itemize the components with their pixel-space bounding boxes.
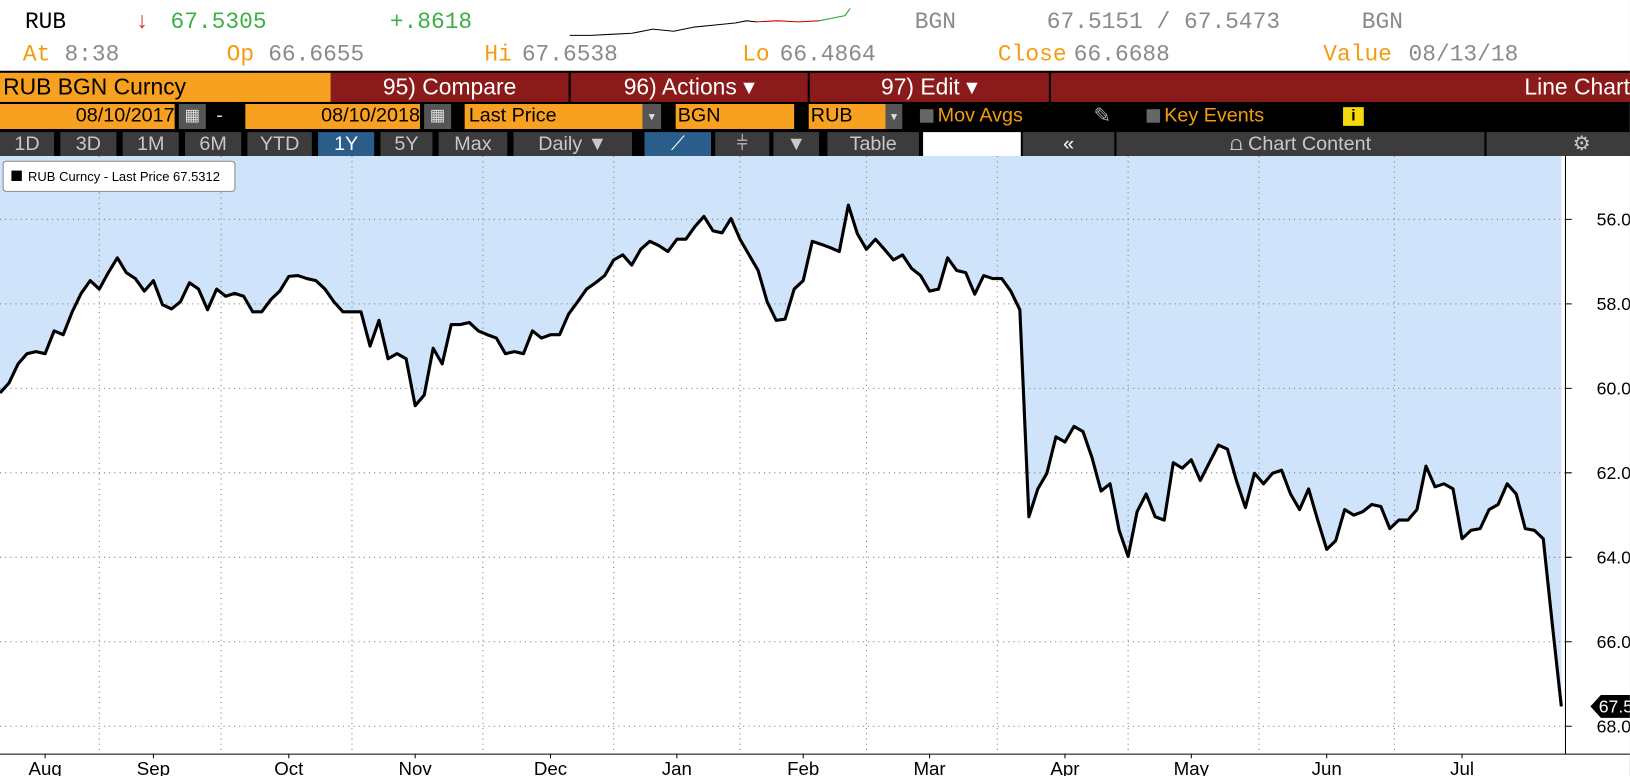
key-events[interactable]: Key Events (1164, 105, 1265, 127)
source: BGN (914, 9, 956, 36)
settings-button[interactable]: ⚙ (1486, 132, 1630, 157)
calendar-icon[interactable]: ▦ (424, 104, 452, 129)
legend-entry: RUB Curncy - Last Price 67.5312 (28, 169, 220, 184)
period-tab[interactable]: Max (438, 132, 508, 157)
start-date[interactable]: 08/10/2017 (0, 104, 175, 129)
chart-content: Chart Content (1248, 133, 1372, 155)
frequency-select[interactable]: Daily ▼ (513, 132, 633, 157)
date-separator: - (216, 105, 223, 127)
compare-menu[interactable]: 95) Compare (330, 72, 569, 102)
sparkline (569, 8, 851, 36)
x-tick-label: Jan (662, 758, 692, 776)
dropdown[interactable]: ▾ (885, 104, 903, 129)
period-tab[interactable]: 1Y (318, 132, 375, 157)
direction-arrow: ↓ (135, 9, 149, 36)
time: 8:38 (64, 41, 120, 68)
menu-label: 97) Edit (880, 73, 960, 100)
info-icon[interactable]: i (1343, 107, 1364, 126)
period-tab[interactable]: YTD (247, 132, 312, 157)
pricing-source[interactable]: BGN (675, 104, 795, 129)
spacer (923, 132, 1021, 157)
label: Op (226, 41, 255, 68)
y-tick-label: 58.00 (1597, 294, 1630, 314)
label: Value (1323, 41, 1392, 68)
x-tick-label: Apr (1050, 758, 1079, 776)
y-tick-label: 62.00 (1597, 463, 1630, 483)
open: 66.6655 (268, 41, 365, 68)
mov-avgs[interactable]: Mov Avgs (937, 105, 1023, 127)
bar-chart-icon[interactable]: ⫩ (715, 132, 770, 157)
dropdown[interactable]: ▼ (773, 132, 820, 157)
sparkline-segment (756, 20, 820, 23)
bid-ask: 67.5151 / 67.5473 (1046, 9, 1281, 36)
x-tick-label: Mar (913, 758, 945, 776)
currency[interactable]: RUB (808, 104, 886, 129)
period-tab[interactable]: 1M (122, 132, 179, 157)
pencil-icon[interactable]: ✎ (1093, 105, 1111, 128)
high: 67.6538 (521, 41, 618, 68)
view-name: Line Chart (1524, 73, 1630, 100)
last-price-marker (1590, 694, 1630, 718)
view-label[interactable]: Line Chart (1050, 72, 1630, 102)
frequency: Daily (538, 133, 583, 155)
x-tick-label: Feb (787, 758, 819, 776)
checkbox[interactable] (1146, 109, 1161, 123)
legend-box (2, 160, 236, 192)
last-price-tag: 67.5312 (1599, 697, 1630, 717)
chart: 56.00 58.00 60.00 62.00 64.00 66.00 68.00 Aug Se… (0, 156, 1630, 776)
field-select[interactable]: Last Price (464, 104, 644, 129)
source: BGN (1361, 9, 1403, 36)
area-fill (0, 156, 1562, 707)
period-tab[interactable]: 6M (185, 132, 242, 157)
label: Hi (484, 41, 512, 68)
x-tick-label: Aug (28, 758, 61, 776)
menu-label: 96) Actions (623, 73, 737, 100)
label: At (22, 41, 51, 68)
sparkline-segment (819, 8, 851, 22)
security-field[interactable]: RUB BGN Curncy (0, 72, 332, 102)
checkbox[interactable] (919, 109, 934, 123)
label: Lo (742, 41, 770, 68)
period-tab[interactable]: 5Y (380, 132, 433, 157)
x-tick-label: Oct (274, 758, 304, 776)
end-date[interactable]: 08/10/2018 (245, 104, 420, 129)
calendar-icon[interactable]: ▦ (178, 104, 206, 129)
x-tick-label: Dec (534, 758, 567, 776)
actions-menu[interactable]: 96) Actions ▾ (570, 72, 808, 102)
close: 66.6688 (1073, 41, 1170, 68)
edit-menu[interactable]: 97) Edit ▾ (809, 72, 1049, 102)
dropdown[interactable]: ▾ (642, 104, 662, 129)
collapse-button[interactable]: « (1022, 132, 1115, 157)
period-tab[interactable]: 1D (0, 132, 55, 157)
table-button[interactable]: Table (827, 132, 919, 157)
low: 66.4864 (779, 41, 876, 68)
x-tick-label: Sep (137, 758, 170, 776)
net-change: +.8618 (389, 9, 473, 36)
line-chart-icon[interactable]: ⟋ (644, 132, 712, 157)
price-line (0, 203, 1563, 707)
x-tick-label: Jun (1312, 758, 1342, 776)
chart-content-button[interactable]: ⩍ Chart Content (1116, 132, 1485, 157)
gear-icon: ⚙ (1572, 133, 1591, 155)
period-tab[interactable]: 3D (60, 132, 117, 157)
ticker: RUB (24, 9, 67, 36)
x-tick-label: May (1174, 758, 1210, 776)
legend-swatch (11, 170, 22, 181)
y-tick-label: 60.00 (1597, 379, 1630, 399)
x-tick-label: Nov (399, 758, 433, 776)
last-price: 67.5305 (170, 9, 267, 36)
sparkline-segment (569, 20, 757, 36)
label: Close (997, 41, 1067, 68)
x-tick-label: Jul (1450, 758, 1474, 776)
y-tick-label: 68.00 (1597, 717, 1630, 737)
value-date: 08/13/18 (1408, 41, 1519, 68)
quote-header (0, 0, 1630, 71)
y-tick-label: 66.00 (1597, 632, 1630, 652)
y-tick-label: 64.00 (1597, 548, 1630, 568)
y-tick-label: 56.00 (1597, 210, 1630, 230)
